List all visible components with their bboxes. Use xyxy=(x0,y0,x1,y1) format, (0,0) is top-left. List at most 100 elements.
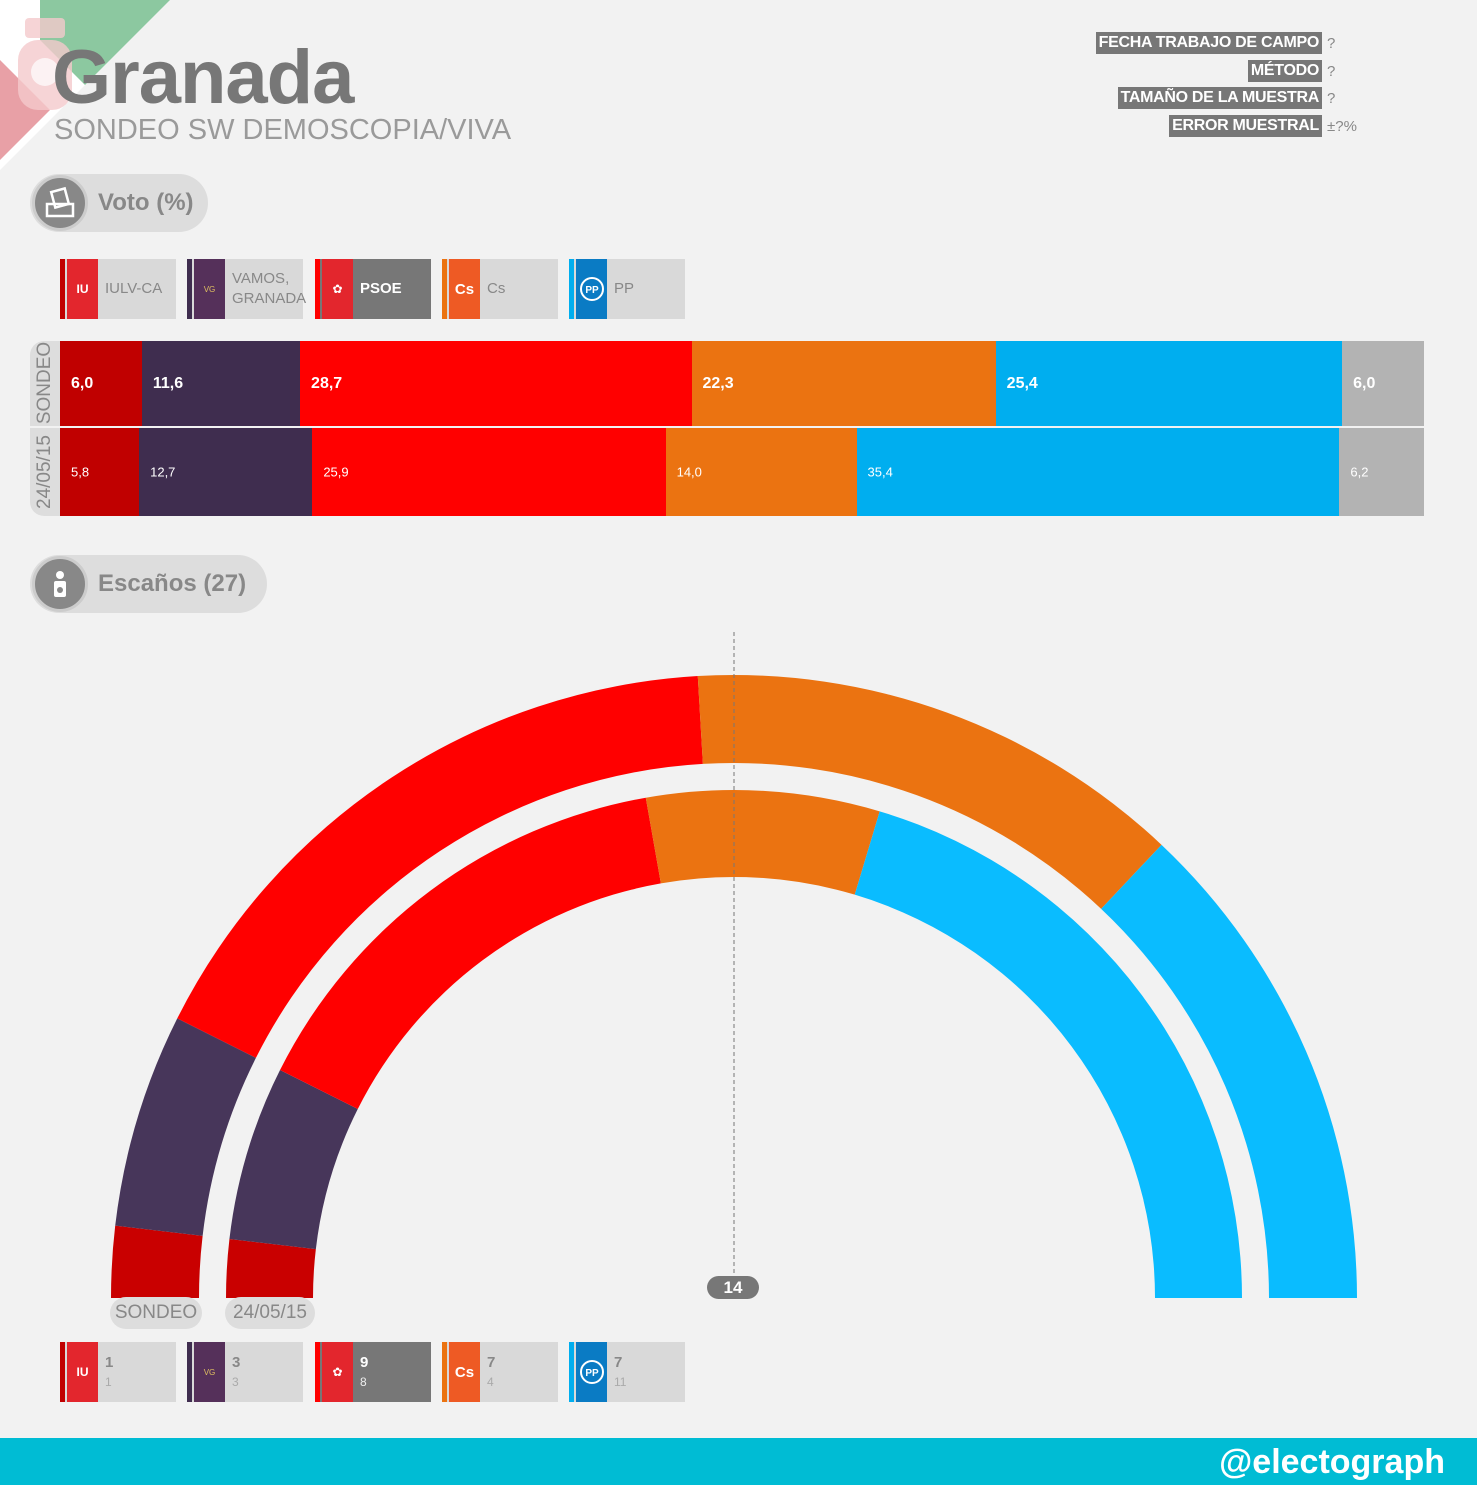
legend-stripe xyxy=(60,1342,65,1402)
legend-item-cs: Cs Cs xyxy=(442,259,558,319)
vote-bar-segment: 25,4 xyxy=(995,341,1343,426)
hemicycle-seat-arc xyxy=(111,1225,203,1298)
seat-count-previous: 8 xyxy=(360,1375,367,1389)
legend-label: IULV-CA xyxy=(105,280,163,297)
legend-stripe xyxy=(187,259,192,319)
pp-logo-icon: PP xyxy=(576,259,607,319)
seat-count-previous: 1 xyxy=(105,1375,112,1389)
hemicycle-seat-arc xyxy=(1101,844,1357,1298)
cs-logo-icon: Cs xyxy=(449,1342,480,1402)
hemicycle-seat-arc xyxy=(226,1239,316,1298)
meta-value: ±?% xyxy=(1327,117,1357,135)
seat-count-previous: 11 xyxy=(614,1375,627,1389)
psoe-rose-icon: ✿ xyxy=(322,1342,353,1402)
vote-bar-sondeo: 6,0 11,6 28,7 22,3 25,4 6,0 xyxy=(60,341,1424,426)
page-subtitle: SONDEO SW DEMOSCOPIA/VIVA xyxy=(54,114,512,146)
footer-bar xyxy=(0,1438,1477,1485)
vote-bar-value: 6,0 xyxy=(71,374,94,392)
ring-label-previous: 24/05/15 xyxy=(225,1297,315,1329)
legend-label: PSOE xyxy=(360,280,402,297)
pp-logo-icon: PP xyxy=(576,1342,607,1402)
vote-bar-segment: 28,7 xyxy=(300,341,692,426)
row-label-sondeo: SONDEO xyxy=(34,341,55,425)
vote-bar-previous: 5,8 12,7 25,9 14,0 35,4 6,2 xyxy=(60,428,1424,516)
legend-label: PP xyxy=(614,280,635,297)
seat-count-current: 1 xyxy=(105,1354,114,1371)
seat-hemicycle-chart xyxy=(111,632,1357,1298)
hemicycle-seat-arc xyxy=(645,790,880,895)
legend-item-psoe: ✿ PSOE xyxy=(315,259,431,319)
psoe-rose-icon: ✿ xyxy=(322,259,353,319)
hemicycle-seat-arc xyxy=(177,676,703,1058)
seat-count-current: 7 xyxy=(614,1354,623,1371)
legend-item-pp: PP PP xyxy=(569,259,685,319)
votes-section-header: Voto (%) xyxy=(30,174,208,232)
meta-sample-size: TAMAÑO DE LA MUESTRA ? xyxy=(1117,87,1357,109)
hemicycle-seat-arc xyxy=(854,811,1242,1298)
vote-bar-segment: 5,8 xyxy=(60,428,140,516)
majority-badge: 14 xyxy=(707,1276,759,1299)
legend-stripe xyxy=(569,1342,574,1402)
hemicycle-seat-arc xyxy=(697,675,1162,909)
ballot-box-icon xyxy=(32,175,88,231)
svg-text:PP: PP xyxy=(585,1368,599,1379)
legend-label: Cs xyxy=(487,280,506,297)
meta-value: ? xyxy=(1327,89,1336,107)
meta-label: ERROR MUESTRAL xyxy=(1169,115,1322,137)
row-label-box xyxy=(30,428,60,516)
vote-bar-value: 5,8 xyxy=(71,464,90,480)
legend-stripe xyxy=(60,259,65,319)
vote-bar-value: 6,0 xyxy=(1353,374,1376,392)
vote-bar-value: 25,4 xyxy=(1006,374,1038,392)
row-label-previous: 24/05/15 xyxy=(34,435,55,509)
vote-bar-value: 6,2 xyxy=(1350,464,1369,480)
meta-sampling-error: ERROR MUESTRAL ±?% xyxy=(1169,115,1357,137)
iulv-logo-icon: IU xyxy=(67,259,98,319)
seat-legend-vamos-granada: VG 3 3 xyxy=(187,1342,303,1402)
vote-bar-segment: 6,0 xyxy=(60,341,142,426)
legend-stripe xyxy=(315,1342,320,1402)
meta-value: ? xyxy=(1327,34,1336,52)
meta-method: MÉTODO ? xyxy=(1247,60,1357,82)
meta-fieldwork-date: FECHA TRABAJO DE CAMPO ? xyxy=(1095,32,1357,54)
vote-bar-value: 14,0 xyxy=(676,464,702,480)
vamos-granada-logo-icon: VG xyxy=(194,1342,225,1402)
seat-count-previous: 3 xyxy=(232,1375,239,1389)
seat-count-current: 3 xyxy=(232,1354,241,1371)
meta-label: MÉTODO xyxy=(1247,60,1322,82)
vamos-granada-logo-icon: VG xyxy=(194,259,225,319)
seat-legend-iulv-ca: IU 1 1 xyxy=(60,1342,176,1402)
vote-bar-segment: 6,2 xyxy=(1339,428,1424,516)
ring-label-sondeo: SONDEO xyxy=(110,1297,202,1329)
vote-bar-segment: 35,4 xyxy=(856,428,1340,516)
meta-value: ? xyxy=(1327,62,1336,80)
meta-label: FECHA TRABAJO DE CAMPO xyxy=(1095,32,1322,54)
seat-count-current: 9 xyxy=(360,1354,369,1371)
seat-count-previous: 4 xyxy=(487,1375,494,1389)
legend-item-vamos-granada: VG VAMOS, GRANADA xyxy=(187,259,306,319)
seats-section-header: Escaños (27) xyxy=(30,555,267,613)
svg-text:PP: PP xyxy=(585,285,599,296)
legend-stripe xyxy=(315,259,320,319)
vote-bar-segment: 11,6 xyxy=(141,341,301,426)
row-label-box xyxy=(30,341,60,426)
coat-of-arms-icon xyxy=(18,18,72,110)
vote-bar-segment: 6,0 xyxy=(1342,341,1424,426)
vote-bar-value: 35,4 xyxy=(867,464,893,480)
seat-legend-pp: PP 7 11 xyxy=(569,1342,685,1402)
cs-logo-icon: Cs xyxy=(449,259,480,319)
iulv-logo-icon: IU xyxy=(67,1342,98,1402)
vote-bar-segment: 14,0 xyxy=(665,428,857,516)
footer-handle: @electograph xyxy=(1219,1443,1445,1481)
hemicycle-seat-arc xyxy=(115,1018,256,1236)
vote-bar-value: 12,7 xyxy=(150,464,176,480)
legend-stripe xyxy=(442,1342,447,1402)
vote-bar-value: 22,3 xyxy=(702,374,734,392)
legend-stripe xyxy=(569,259,574,319)
vote-bar-value: 28,7 xyxy=(311,374,343,392)
vote-bar-value: 25,9 xyxy=(323,464,349,480)
legend-stripe xyxy=(442,259,447,319)
vote-bar-segment: 12,7 xyxy=(139,428,313,516)
seat-count-current: 7 xyxy=(487,1354,496,1371)
votes-section-label: Voto (%) xyxy=(98,189,194,216)
